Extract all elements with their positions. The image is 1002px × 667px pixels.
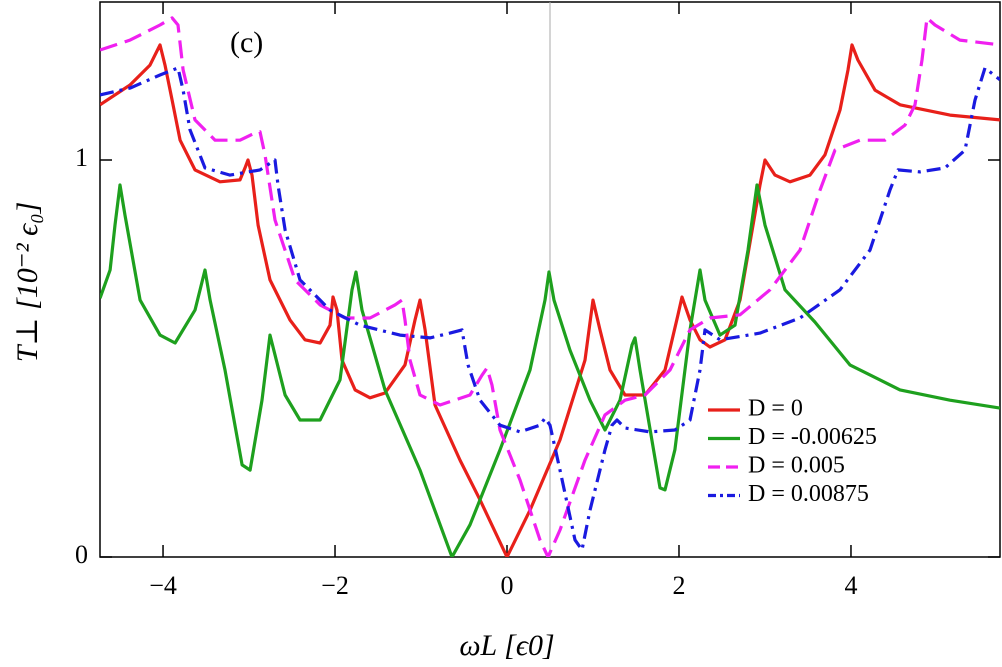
legend-label: D = 0 [748,396,803,422]
x-tick-label: 4 [844,571,857,600]
series-line [100,16,1000,557]
series-line [100,66,1000,552]
y-axis-label: T⊥ [10⁻² ϵ₀] [11,202,44,363]
legend-label: D = -0.00625 [748,424,877,450]
x-tick-label: −4 [149,571,177,600]
x-tick-label: 0 [501,571,514,600]
legend-label: D = 0.005 [748,453,845,479]
x-tick-label: −2 [321,571,349,600]
plot-lines [100,16,1000,557]
legend-label: D = 0.00875 [748,481,869,507]
y-tick-label: 1 [75,143,88,172]
panel-label: (c) [230,26,263,59]
y-tick-label: 0 [75,540,88,569]
series-line [100,183,1000,557]
x-tick-label: 2 [672,571,685,600]
x-axis-label: ωL [ϵ0] [459,629,554,662]
